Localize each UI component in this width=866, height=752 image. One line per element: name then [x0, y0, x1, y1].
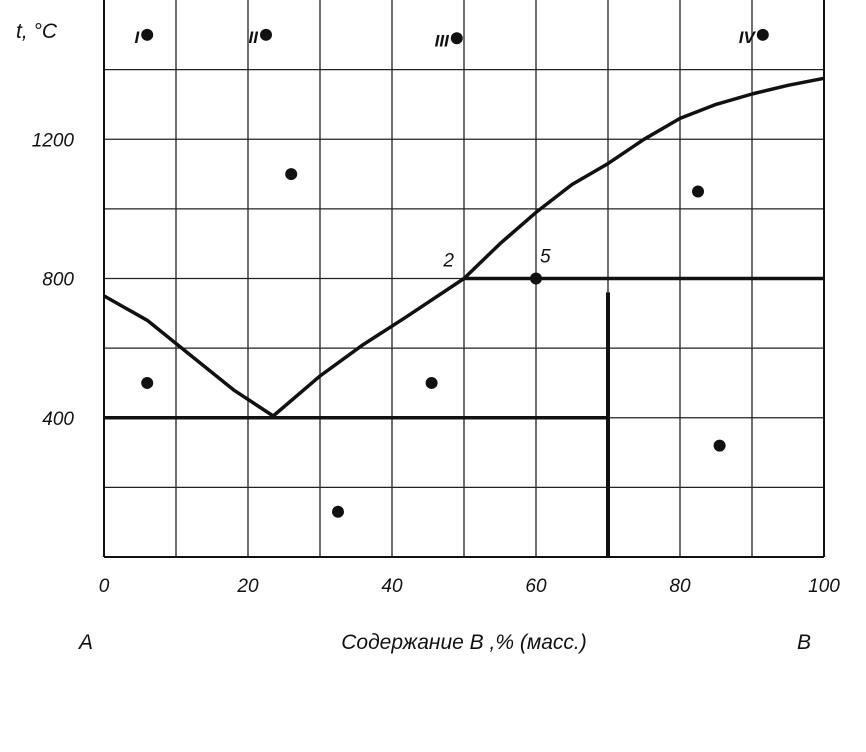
x-tick-label: 20	[236, 576, 259, 597]
point-label: III	[435, 31, 450, 50]
data-point	[141, 28, 154, 41]
data-point	[692, 185, 704, 198]
data-point	[530, 272, 542, 285]
point-label: IV	[739, 28, 757, 47]
x-tick-label: 100	[808, 576, 840, 597]
data-point	[756, 28, 769, 41]
y-axis-title: t, °C	[16, 20, 58, 43]
y-tick-label: 400	[42, 409, 74, 430]
data-point	[450, 32, 463, 45]
annotation-label: 2	[442, 251, 454, 272]
phase-curve	[103, 277, 465, 418]
data-point	[285, 168, 298, 181]
point-label: I	[134, 28, 140, 47]
point-label: II	[249, 28, 260, 47]
x-tick-label: 60	[525, 576, 547, 597]
x-tick-label: 80	[669, 576, 691, 597]
data-points	[141, 28, 769, 518]
x-tick-label: 0	[99, 576, 110, 597]
phase-curve	[462, 76, 825, 280]
component-b-label: В	[797, 631, 811, 654]
data-point	[425, 376, 438, 389]
data-point	[713, 439, 726, 452]
data-point	[141, 376, 154, 389]
y-tick-label: 1200	[32, 130, 75, 151]
y-tick-label: 800	[42, 270, 74, 291]
point-label: 5	[540, 247, 551, 268]
data-point	[332, 505, 344, 518]
component-a-label: А	[77, 631, 93, 654]
phase-lines	[103, 76, 825, 557]
x-axis-title: Содержание В ,% (масс.)	[341, 631, 587, 654]
data-point	[260, 28, 272, 41]
x-tick-label: 40	[381, 576, 403, 597]
